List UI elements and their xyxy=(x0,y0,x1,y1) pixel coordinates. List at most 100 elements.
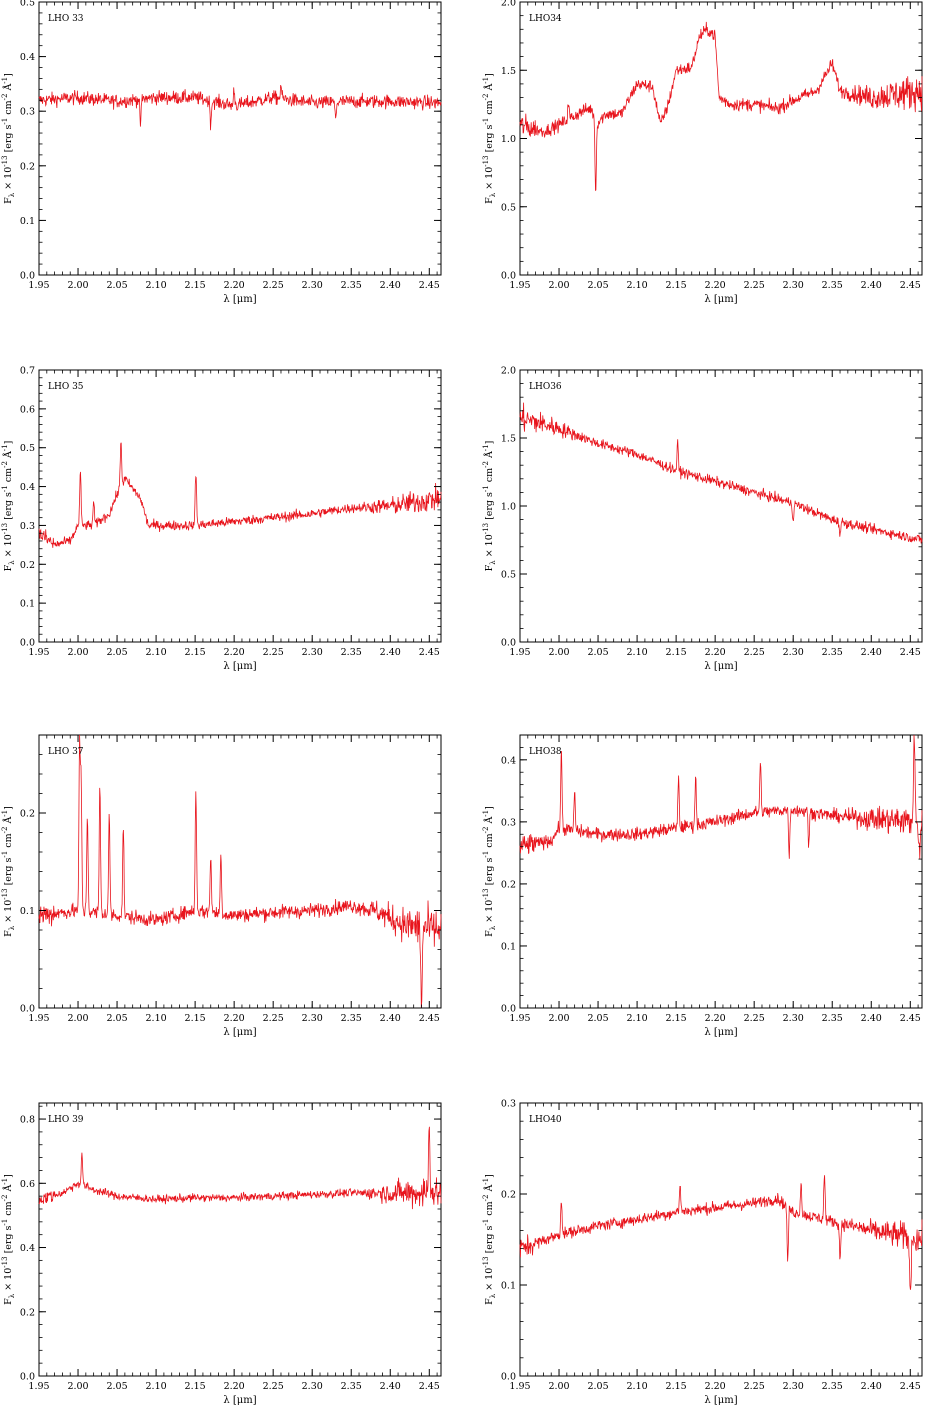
x-tick-label: 2.25 xyxy=(263,1013,284,1024)
x-axis-label: λ [μm] xyxy=(223,1395,256,1406)
x-tick-label: 2.25 xyxy=(744,1013,765,1024)
x-tick-label: 1.95 xyxy=(509,1013,530,1024)
x-tick-label: 2.40 xyxy=(380,647,401,658)
y-tick-label: 0.6 xyxy=(20,1179,35,1190)
x-tick-label: 2.45 xyxy=(419,1381,440,1392)
star-label: LHO 37 xyxy=(48,747,84,757)
y-tick-label: 0.1 xyxy=(20,599,35,610)
x-tick-label: 2.35 xyxy=(341,280,362,291)
y-tick-label: 0.1 xyxy=(20,216,35,227)
spectrum-line xyxy=(38,85,442,131)
x-tick-label: 2.10 xyxy=(146,1381,167,1392)
y-tick-label: 0.2 xyxy=(501,1190,516,1201)
x-tick-label: 2.45 xyxy=(419,280,440,291)
x-tick-label: 2.30 xyxy=(302,647,323,658)
y-axis-label: Fλ × 10-13 [erg s-1 cm-2 Å-1] xyxy=(482,806,497,937)
y-tick-label: 0.2 xyxy=(20,1307,35,1318)
x-tick-label: 2.30 xyxy=(783,280,804,291)
panel-frame xyxy=(38,1102,442,1377)
spectrum-line xyxy=(519,402,923,544)
x-tick-label: 2.15 xyxy=(185,647,206,658)
y-axis-label: Fλ × 10-13 [erg s-1 cm-2 Å-1] xyxy=(1,441,16,572)
x-axis-label: λ [μm] xyxy=(704,1027,737,1038)
x-tick-label: 2.05 xyxy=(587,1381,608,1392)
y-tick-label: 2.0 xyxy=(501,366,516,377)
x-tick-label: 2.10 xyxy=(146,647,167,658)
y-tick-label: 0.4 xyxy=(20,1243,35,1254)
x-tick-label: 2.15 xyxy=(666,280,687,291)
y-axis-label: Fλ × 10-13 [erg s-1 cm-2 Å-1] xyxy=(482,441,497,572)
x-tick-label: 1.95 xyxy=(509,647,530,658)
panel-frame xyxy=(519,369,923,643)
y-tick-label: 0.3 xyxy=(501,1099,516,1110)
x-tick-label: 2.00 xyxy=(548,647,569,658)
x-tick-label: 2.30 xyxy=(302,1381,323,1392)
star-label: LHO 39 xyxy=(48,1115,84,1125)
y-tick-label: 0.8 xyxy=(20,1115,35,1126)
x-tick-label: 2.15 xyxy=(666,647,687,658)
x-tick-label: 2.20 xyxy=(705,1013,726,1024)
x-tick-label: 2.00 xyxy=(548,1013,569,1024)
y-tick-label: 0.5 xyxy=(20,0,35,9)
x-tick-label: 2.10 xyxy=(146,1013,167,1024)
x-tick-label: 2.00 xyxy=(67,280,88,291)
y-tick-label: 0.3 xyxy=(501,817,516,828)
x-tick-label: 1.95 xyxy=(509,280,530,291)
x-tick-label: 2.05 xyxy=(106,280,127,291)
x-tick-label: 2.05 xyxy=(106,1013,127,1024)
spectrum-line xyxy=(519,21,923,192)
x-tick-label: 2.20 xyxy=(705,1381,726,1392)
x-tick-label: 2.15 xyxy=(185,1013,206,1024)
y-tick-label: 1.5 xyxy=(501,66,516,77)
y-tick-label: 0.5 xyxy=(501,570,516,581)
y-tick-label: 0.1 xyxy=(501,941,516,952)
spectrum-panel-3: 1.95 2.00 2.05 2.10 2.15 2.20 2.25 2.30 2.35 2.40… xyxy=(1,366,442,672)
x-tick-label: 2.00 xyxy=(548,280,569,291)
y-axis-label: Fλ × 10-13 [erg s-1 cm-2 Å-1] xyxy=(482,73,497,204)
spectrum-panel-6: 1.95 2.00 2.05 2.10 2.15 2.20 2.25 2.30 2.35 2.40… xyxy=(482,734,923,1038)
y-tick-label: 0.2 xyxy=(20,161,35,172)
x-tick-label: 1.95 xyxy=(509,1381,530,1392)
panel-frame xyxy=(519,734,923,1009)
x-tick-label: 2.45 xyxy=(900,1381,921,1392)
y-tick-label: 0.0 xyxy=(20,638,35,649)
y-tick-label: 0.3 xyxy=(20,521,35,532)
x-tick-label: 2.05 xyxy=(587,1013,608,1024)
x-tick-label: 2.05 xyxy=(587,280,608,291)
x-tick-label: 2.10 xyxy=(146,280,167,291)
x-axis-label: λ [μm] xyxy=(704,1395,737,1406)
x-tick-label: 2.05 xyxy=(106,1381,127,1392)
x-tick-label: 2.25 xyxy=(744,647,765,658)
y-tick-label: 0.0 xyxy=(20,1372,35,1383)
x-tick-label: 2.20 xyxy=(224,1013,245,1024)
spectrum-line xyxy=(38,442,442,548)
x-tick-label: 2.15 xyxy=(666,1013,687,1024)
x-tick-label: 2.00 xyxy=(67,647,88,658)
x-tick-label: 2.35 xyxy=(341,1013,362,1024)
y-tick-label: 2.0 xyxy=(501,0,516,9)
x-tick-label: 2.20 xyxy=(705,280,726,291)
y-tick-label: 1.0 xyxy=(501,502,516,513)
x-tick-label: 2.25 xyxy=(744,1381,765,1392)
x-tick-label: 2.35 xyxy=(341,1381,362,1392)
y-tick-label: 0.4 xyxy=(20,482,35,493)
spectrum-panel-7: 1.95 2.00 2.05 2.10 2.15 2.20 2.25 2.30 2.35 2.40… xyxy=(1,1102,442,1406)
x-tick-label: 2.25 xyxy=(744,280,765,291)
x-tick-label: 2.40 xyxy=(380,1381,401,1392)
y-tick-label: 1.0 xyxy=(501,134,516,145)
spectrum-line xyxy=(38,1126,442,1210)
y-axis-label: Fλ × 10-13 [erg s-1 cm-2 Å-1] xyxy=(482,1174,497,1305)
spectrum-line xyxy=(519,734,923,860)
x-tick-label: 2.30 xyxy=(783,1013,804,1024)
y-tick-label: 0.7 xyxy=(20,366,35,377)
x-tick-label: 2.45 xyxy=(419,1013,440,1024)
y-tick-label: 0.4 xyxy=(501,755,516,766)
x-tick-label: 2.40 xyxy=(861,280,882,291)
spectrum-line xyxy=(519,1175,923,1290)
star-label: LHO36 xyxy=(529,382,562,392)
y-tick-label: 0.2 xyxy=(20,560,35,571)
x-tick-label: 2.05 xyxy=(587,647,608,658)
x-tick-label: 2.45 xyxy=(900,280,921,291)
y-tick-label: 0.4 xyxy=(20,52,35,63)
